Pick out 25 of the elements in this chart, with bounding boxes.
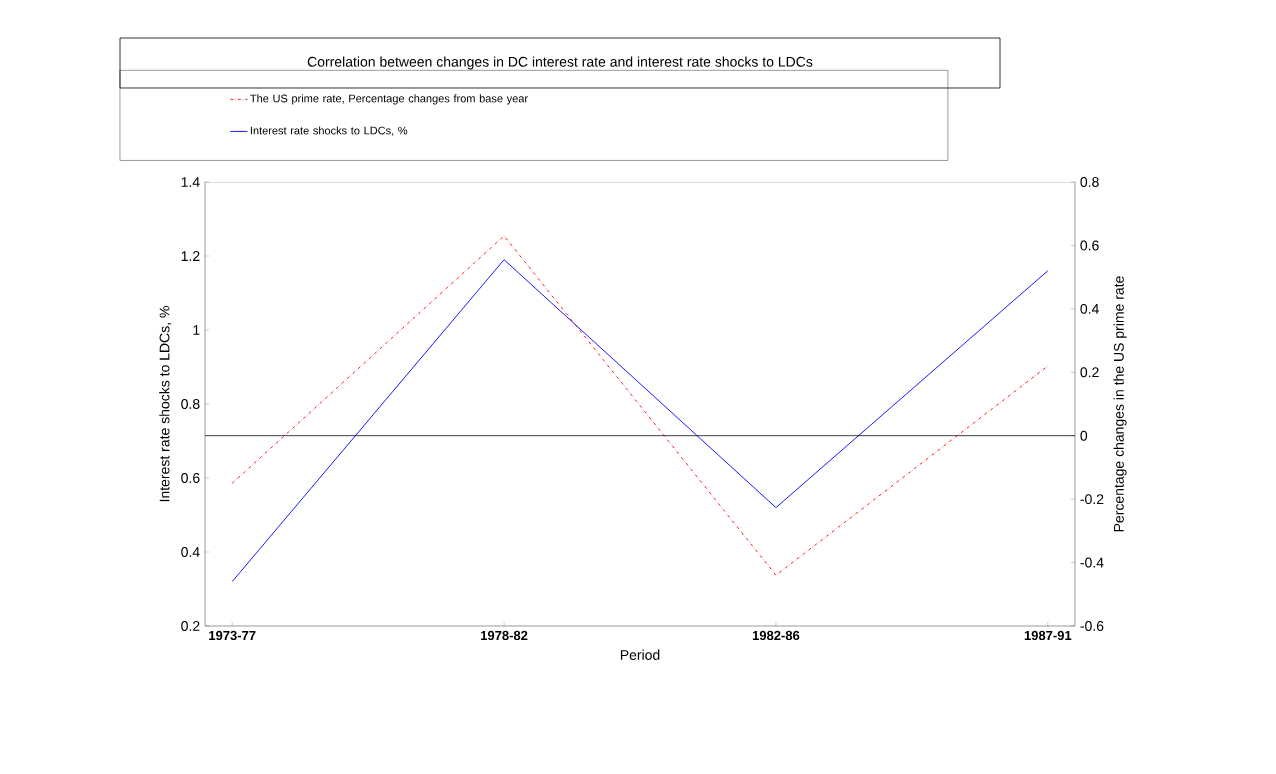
y-tick-label: 1 bbox=[193, 325, 200, 335]
y2-tick-label: -0.4 bbox=[1080, 557, 1104, 568]
y-axis-title: Interest rate shocks to LDCs, % bbox=[159, 306, 172, 502]
legend-label: The US prime rate, Percentage changes from base year bbox=[250, 94, 528, 105]
x-tick-label: 1982-86 bbox=[752, 630, 800, 641]
y2-tick-label: -0.2 bbox=[1080, 494, 1104, 505]
x-axis-title: Period bbox=[620, 649, 660, 660]
y2-tick-label: -0.6 bbox=[1080, 621, 1104, 631]
y-tick-label: 1.2 bbox=[181, 251, 200, 261]
x-tick-label: 1973-77 bbox=[209, 630, 256, 641]
y-tick-label: 1.4 bbox=[181, 177, 200, 187]
x-tick-label: 1987-91 bbox=[1024, 630, 1072, 641]
x-tick-label: 1978-82 bbox=[481, 630, 528, 641]
y2-tick-label: 0.4 bbox=[1080, 303, 1099, 314]
legend-label: Interest rate shocks to LDCs, % bbox=[250, 126, 408, 136]
y2-tick-label: 0.8 bbox=[1080, 177, 1099, 187]
y2-tick-label: 0.6 bbox=[1080, 240, 1099, 251]
y2-axis-title: Percentage changes in the US prime rate bbox=[1113, 276, 1127, 532]
y-tick-label: 0.2 bbox=[181, 621, 200, 631]
y2-tick-label: 0 bbox=[1080, 430, 1088, 441]
y-tick-label: 0.8 bbox=[181, 399, 200, 409]
y-tick-label: 0.4 bbox=[181, 547, 200, 557]
y-tick-label: 0.6 bbox=[181, 473, 200, 483]
chart-title: Correlation between changes in DC interest rate and interest rate shocks to LDCs bbox=[307, 56, 813, 70]
y2-tick-label: 0.2 bbox=[1080, 367, 1099, 378]
